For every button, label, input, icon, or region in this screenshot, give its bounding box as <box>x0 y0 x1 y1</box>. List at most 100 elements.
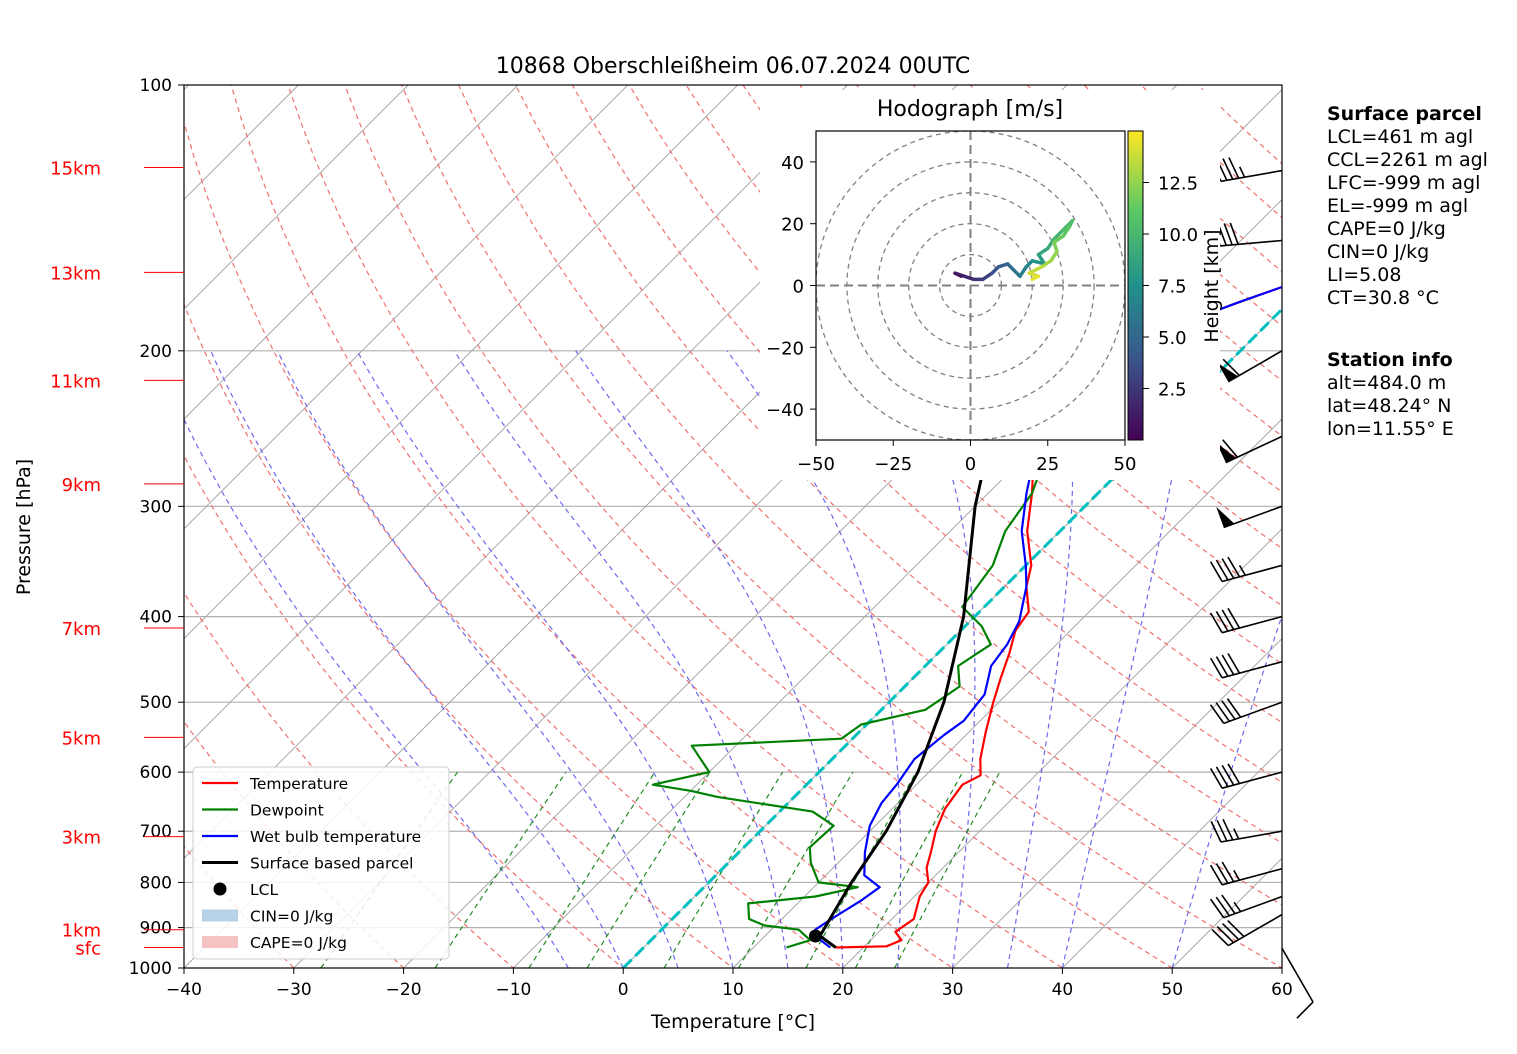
dry-adiabat <box>401 85 1282 968</box>
y-tick-label: 400 <box>140 608 172 628</box>
isotherm <box>184 85 409 310</box>
wind-barbs <box>1209 157 1314 1019</box>
moist-adiabat <box>276 350 679 968</box>
legend-box <box>192 766 450 960</box>
colorbar-tick-label: 2.5 <box>1158 380 1187 401</box>
mixing-ratio-line <box>586 771 711 968</box>
y-axis-label: Pressure [hPa] <box>13 459 35 595</box>
freezing-isotherm <box>622 307 1282 968</box>
legend-label: Temperature <box>249 775 348 793</box>
moist-adiabat <box>356 350 734 968</box>
height-label: 3km <box>62 828 101 849</box>
legend-swatch <box>202 936 238 948</box>
legend-label: LCL <box>250 881 278 899</box>
moist-adiabat <box>1171 613 1282 968</box>
x-axis-ticks: −40 −30 −20 −10 0 10 20 30 40 50 60 <box>166 968 1293 1000</box>
isotherm <box>184 85 738 640</box>
mixing-ratio-line <box>528 771 656 968</box>
wind-barb <box>1211 913 1283 947</box>
mixing-ratio-line <box>854 771 964 968</box>
hodograph: Hodograph [m/s] −50 −25 0 25 50 40 20 0 −20 −40 2… <box>760 90 1223 480</box>
legend: Temperature Dewpoint Wet bulb temperature S… <box>192 766 450 960</box>
mixing-ratio-line <box>434 771 567 968</box>
hodograph-segment <box>1052 228 1065 241</box>
wind-barb <box>1209 653 1283 679</box>
surface-parcel-heading: Surface parcel <box>1327 103 1482 125</box>
dry-adiabat <box>184 120 844 968</box>
isotherm <box>513 198 1282 968</box>
moist-adiabat <box>726 350 902 968</box>
y-axis-ticks: 100 200 300 400 500 600 700 800 900 1000 <box>129 76 184 979</box>
height-label: 9km <box>62 475 101 496</box>
wind-barb <box>1209 556 1283 583</box>
isotherm <box>1062 747 1282 968</box>
y-tick-label: 1000 <box>129 959 172 979</box>
wind-barb <box>1210 818 1283 843</box>
hodograph-segment <box>1018 265 1028 278</box>
wind-barb <box>1209 861 1283 886</box>
hodograph-x-tick-label: −50 <box>797 454 835 475</box>
hodograph-x-tick-label: 25 <box>1036 454 1059 475</box>
y-tick-label: 500 <box>140 693 172 713</box>
parcel-li: LI=5.08 <box>1327 264 1402 286</box>
moist-adiabat <box>453 350 789 968</box>
parcel-ccl: CCL=2261 m agl <box>1327 149 1488 171</box>
hodograph-y-tick-label: 20 <box>781 215 804 236</box>
wind-barb <box>1216 435 1283 464</box>
dry-adiabat <box>230 85 954 968</box>
hodograph-segment <box>1030 274 1041 282</box>
legend-label: CIN=0 J/kg <box>250 908 333 926</box>
hodograph-y-tick-label: −40 <box>766 400 804 421</box>
moist-adiabat <box>1281 966 1282 968</box>
legend-entry: Dewpoint <box>202 802 324 820</box>
mixing-ratio-line <box>663 771 784 968</box>
parcel-lfc: LFC=-999 m agl <box>1327 172 1481 194</box>
moist-adiabat <box>1061 350 1194 968</box>
wind-barb <box>1281 947 1314 1019</box>
y-tick-label: 300 <box>140 497 172 517</box>
wind-barb <box>1216 505 1283 529</box>
x-tick-label: −30 <box>276 980 312 1000</box>
hodograph-segment <box>1039 259 1053 269</box>
hodograph-x-tick-label: −25 <box>874 454 912 475</box>
moist-adiabat <box>901 350 976 968</box>
y-tick-label: 200 <box>140 342 172 362</box>
legend-label: Surface based parcel <box>250 855 413 873</box>
dry-adiabat <box>287 85 1064 968</box>
wet-bulb-temperature-line <box>814 285 1282 949</box>
legend-label: Wet bulb temperature <box>250 828 421 846</box>
wind-barb <box>1210 157 1283 183</box>
legend-entry: Wet bulb temperature <box>202 828 421 846</box>
moist-adiabat <box>1006 350 1074 968</box>
lcl-marker <box>808 929 822 943</box>
hodograph-segment <box>1046 237 1056 251</box>
station-alt: alt=484.0 m <box>1327 372 1447 394</box>
colorbar-tick-label: 7.5 <box>1158 277 1187 298</box>
y-tick-label: 800 <box>140 873 172 893</box>
wind-barb <box>1209 698 1283 725</box>
x-tick-label: 0 <box>618 980 629 1000</box>
x-tick-label: 20 <box>832 980 854 1000</box>
colorbar <box>1127 130 1144 441</box>
legend-entry: CIN=0 J/kg <box>202 908 333 926</box>
x-tick-label: −40 <box>166 980 202 1000</box>
mixing-ratio-line <box>894 771 1001 968</box>
height-label: sfc <box>75 939 101 960</box>
mixing-ratio-line <box>738 771 854 968</box>
station-lon: lon=11.55° E <box>1327 418 1454 440</box>
isotherm <box>184 85 848 750</box>
colorbar-tick-label: 5.0 <box>1158 328 1187 349</box>
x-tick-label: −20 <box>386 980 422 1000</box>
parcel-ct: CT=30.8 °C <box>1327 287 1439 309</box>
mixing-ratio-line <box>805 771 917 968</box>
hodograph-y-tick-label: −20 <box>766 338 804 359</box>
wind-barb <box>1217 350 1283 383</box>
hodograph-segment <box>1049 249 1059 263</box>
isotherm <box>184 85 629 530</box>
colorbar-label: Height [km] <box>1201 229 1223 342</box>
parcel-cape: CAPE=0 J/kg <box>1327 218 1446 240</box>
station-lat: lat=48.24° N <box>1327 395 1452 417</box>
legend-entry: LCL <box>213 881 278 899</box>
